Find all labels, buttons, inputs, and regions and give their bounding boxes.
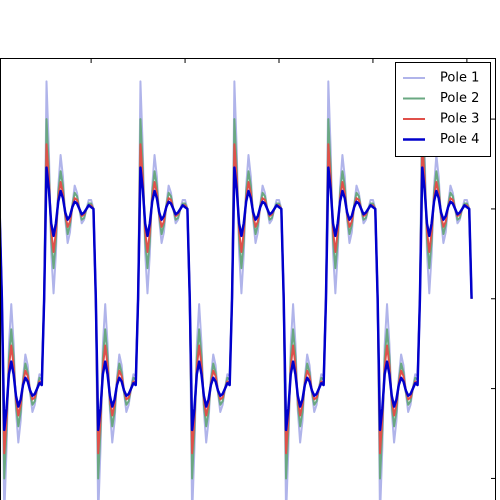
series-line bbox=[0, 118, 473, 480]
legend: Pole 1 Pole 2 Pole 3 Pole 4 bbox=[395, 62, 491, 157]
legend-label: Pole 4 bbox=[440, 132, 479, 147]
axes-frame bbox=[0, 58, 496, 500]
series-line bbox=[0, 166, 473, 432]
plot-area bbox=[0, 80, 473, 500]
legend-label: Pole 3 bbox=[440, 112, 479, 127]
legend-label: Pole 2 bbox=[440, 91, 479, 106]
legend-label: Pole 1 bbox=[440, 71, 479, 86]
